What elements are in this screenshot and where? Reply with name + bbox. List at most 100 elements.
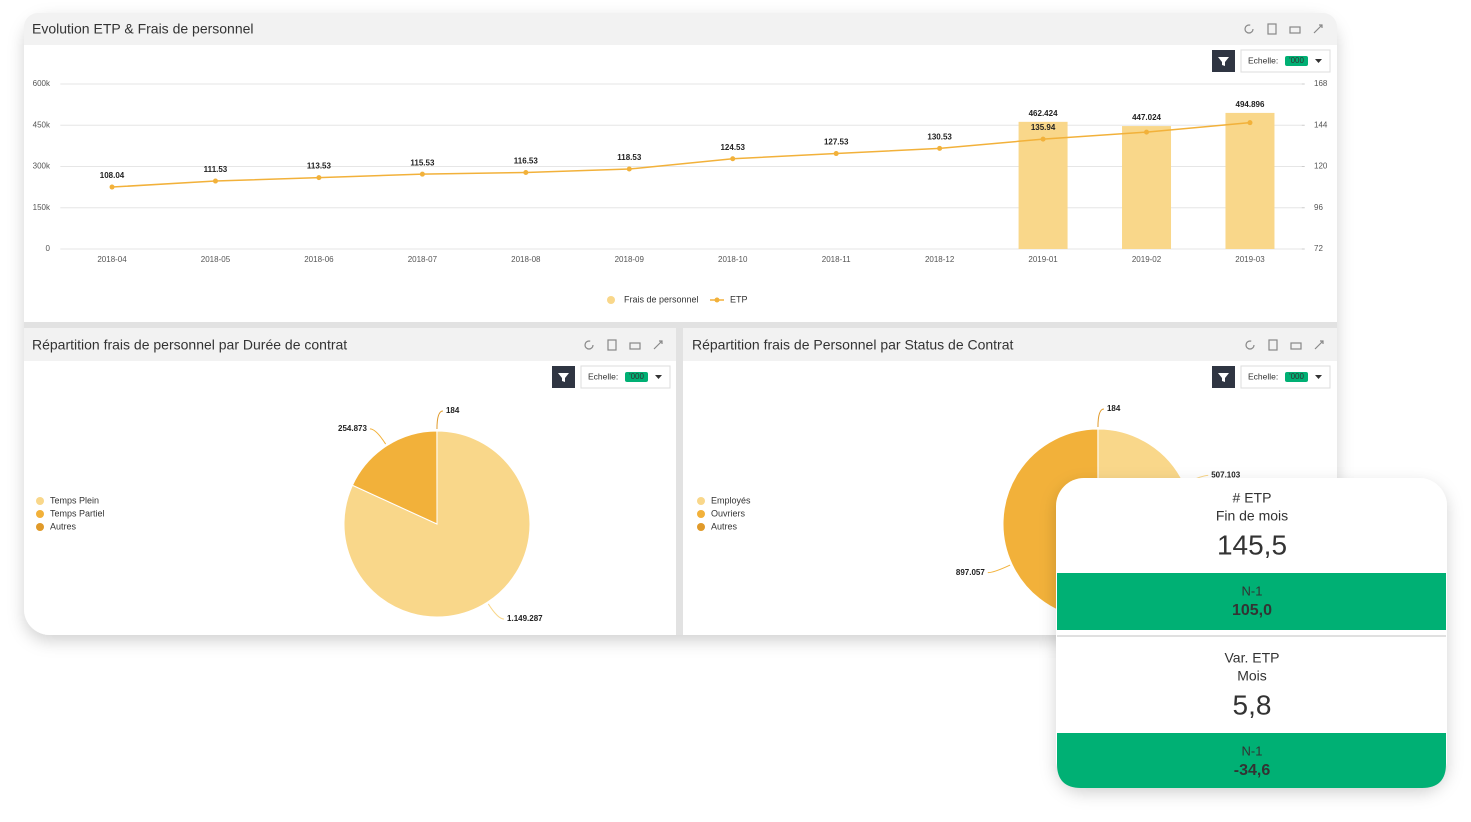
scale-label: Echelle: [1248, 371, 1278, 381]
y-tick-label: 0 [46, 244, 51, 253]
filter-icon [1218, 373, 1229, 382]
y2-tick-label: 144 [1314, 120, 1328, 129]
filter-button[interactable] [552, 366, 575, 388]
data-label: 127.53 [824, 138, 849, 147]
icon-shape [653, 340, 663, 350]
kpi-compare-label: N-1 [1242, 583, 1263, 598]
line [111, 121, 1251, 188]
kpi-title: Var. ETP [1225, 650, 1280, 666]
scale-dropdown[interactable]: Echelle: '000 [1240, 365, 1331, 389]
data-label: 447.024 [1132, 113, 1161, 122]
data-label: 113.53 [307, 162, 332, 171]
line-point [833, 151, 839, 157]
legend-label: ETP [730, 294, 748, 304]
data-label: 184 [446, 406, 460, 415]
panel-title: Répartition frais de Personnel par Statu… [692, 337, 1014, 353]
panel-header [24, 328, 676, 361]
leader-line [987, 564, 1011, 574]
bar [1018, 121, 1068, 249]
icon-export-image[interactable] [1268, 339, 1278, 351]
icon-refresh[interactable] [1244, 24, 1254, 34]
x-tick-label: 2018-04 [97, 255, 127, 264]
kpi-title: # ETP [1233, 490, 1272, 506]
y-tick-label: 450k [33, 120, 51, 129]
x-tick-label: 2018-06 [304, 255, 334, 264]
y2-tick-label: 72 [1314, 244, 1323, 253]
scale-unit: '000 [1289, 372, 1304, 381]
data-label: 116.53 [514, 157, 539, 166]
panel-title: Répartition frais de personnel par Durée… [32, 337, 347, 353]
legend-marker [36, 497, 44, 505]
y2-tick-label: 168 [1314, 79, 1328, 88]
icon-shape [1267, 23, 1277, 35]
line-point [316, 175, 322, 181]
filter-icon [558, 373, 569, 382]
icon-expand[interactable] [1313, 24, 1323, 34]
filter-button[interactable] [1212, 50, 1235, 72]
data-label: 118.53 [617, 153, 642, 162]
icon-shape [607, 339, 617, 351]
legend-label: Autres [50, 521, 77, 531]
icon-print[interactable] [1289, 26, 1301, 34]
data-label: 507.103 [1211, 471, 1240, 480]
legend-label: Employés [711, 495, 751, 505]
icon-export-image[interactable] [607, 339, 617, 351]
icon-export-image[interactable] [1267, 23, 1277, 35]
scale-badge [1285, 56, 1308, 66]
icon-expand[interactable] [1314, 340, 1324, 350]
kpi-compare-label: N-1 [1242, 743, 1263, 758]
kpi-card-bg [1056, 478, 1447, 787]
icon-shape [1289, 26, 1301, 34]
y-tick-label: 150k [33, 203, 51, 212]
line-point [523, 169, 529, 175]
line-point [730, 156, 736, 162]
line-point [1144, 129, 1150, 135]
legend-marker [36, 523, 44, 531]
kpi-compare-bg [1057, 733, 1446, 788]
scale-badge [625, 372, 648, 382]
caret [1315, 375, 1322, 379]
kpi-compare-value: -34,6 [1234, 762, 1271, 779]
legend-marker [697, 497, 705, 505]
icon-shape [629, 342, 641, 350]
bar [1225, 112, 1275, 250]
kpi-compare-bg [1057, 573, 1446, 630]
data-label: 254.873 [338, 424, 367, 433]
icon-shape [1290, 342, 1302, 350]
kpi-subtitle: Fin de mois [1216, 508, 1288, 524]
scale-unit: '000 [1289, 56, 1304, 65]
scale-dropdown[interactable]: Echelle: '000 [580, 365, 671, 389]
panel-header [683, 328, 1337, 361]
scale-dropdown[interactable]: Echelle: '000 [1240, 49, 1331, 73]
data-label: 115.53 [410, 158, 435, 167]
icon-refresh[interactable] [584, 340, 594, 350]
icon-expand[interactable] [653, 340, 663, 350]
icon-refresh[interactable] [1245, 340, 1255, 350]
icon-print[interactable] [629, 342, 641, 350]
data-label: 184 [1107, 404, 1121, 413]
panel-header [24, 30, 1337, 45]
data-label: 462.424 [1029, 109, 1058, 118]
kpi-compare-value: 105,0 [1232, 602, 1272, 619]
legend-label: Temps Plein [50, 495, 99, 505]
scale-badge [1285, 372, 1308, 382]
icon-print[interactable] [1290, 342, 1302, 350]
data-label: 108.04 [100, 171, 125, 180]
x-tick-label: 2019-02 [1132, 255, 1162, 264]
legend-marker [36, 510, 44, 518]
icon-shape [1314, 340, 1324, 350]
x-tick-label: 2019-03 [1235, 255, 1265, 264]
y-tick-label: 300k [33, 162, 51, 171]
x-tick-label: 2018-08 [511, 255, 541, 264]
x-tick-label: 2018-10 [718, 255, 748, 264]
data-label: 897.057 [956, 568, 985, 577]
x-tick-label: 2018-05 [201, 255, 231, 264]
scale-label: Echelle: [588, 371, 618, 381]
scale-unit: '000 [629, 372, 644, 381]
filter-button[interactable] [1212, 366, 1235, 388]
panel-tools: Echelle: '000 Echelle: '000 Echelle: '000 [552, 23, 1331, 389]
icon-shape [1268, 339, 1278, 351]
leader-line [436, 410, 444, 430]
